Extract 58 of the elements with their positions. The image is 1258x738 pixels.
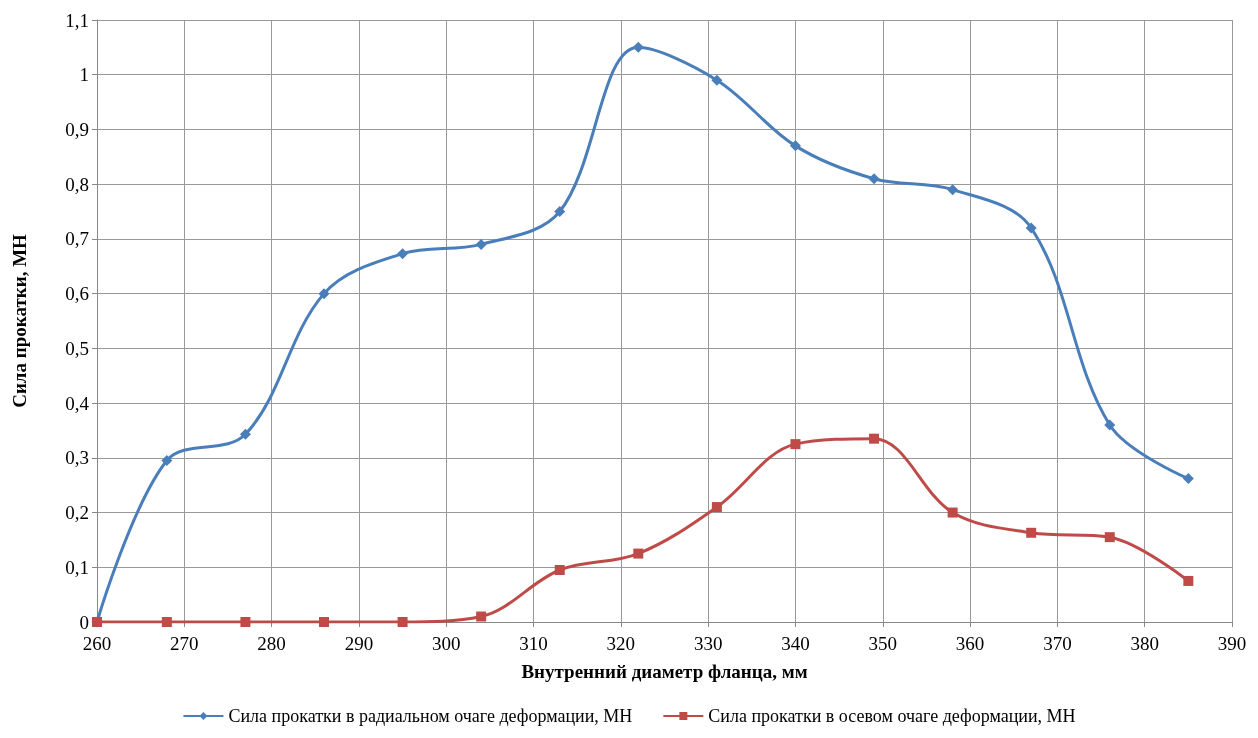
- y-tick-label: 0,6: [65, 283, 89, 305]
- point: [789, 140, 801, 152]
- x-tick-label: 300: [431, 633, 461, 654]
- y-tick-label: 0,9: [65, 118, 89, 140]
- x-tick-label: 260: [82, 633, 112, 654]
- legend-label: Сила прокатки в радиальном очаге деформации, МН: [228, 706, 633, 726]
- point: [1026, 527, 1037, 538]
- x-tick-label: 270: [170, 633, 199, 654]
- x-tick-label: 320: [606, 633, 636, 654]
- point: [869, 433, 880, 444]
- x-tick-label: 370: [1043, 633, 1072, 654]
- point: [161, 455, 173, 467]
- point: [554, 565, 565, 576]
- point: [1183, 575, 1194, 586]
- point: [947, 184, 959, 196]
- x-axis-title: Внутренний диаметр фланца, мм: [521, 661, 808, 682]
- x-tick-label: 390: [1217, 633, 1247, 654]
- x-tick-label: 310: [519, 633, 548, 654]
- y-tick-label: 0,4: [65, 392, 90, 414]
- point: [239, 428, 251, 440]
- point: [397, 248, 409, 260]
- point: [711, 74, 723, 86]
- point: [1104, 419, 1116, 431]
- point: [868, 173, 880, 185]
- y-axis-title: Сила прокатки, МН: [9, 233, 30, 408]
- x-tick-label: 340: [781, 633, 810, 654]
- point: [240, 617, 251, 627]
- point: [161, 617, 172, 627]
- x-tick-label: 360: [955, 633, 985, 654]
- point: [1025, 222, 1037, 234]
- point: [947, 507, 958, 518]
- y-tick-label: 0: [79, 611, 89, 633]
- point: [476, 611, 487, 622]
- x-tick-label: 280: [257, 633, 286, 654]
- y-tick-label: 1: [79, 64, 89, 86]
- point: [319, 617, 329, 627]
- legend-label: Сила прокатки в осевом очаге деформации, МН: [708, 706, 1076, 726]
- point: [632, 41, 644, 53]
- y-tick-label: 0,3: [65, 447, 89, 469]
- y-tick-label: 0,5: [65, 337, 89, 359]
- point: [711, 502, 722, 513]
- x-tick-label: 290: [344, 633, 374, 654]
- x-tick-label: 380: [1130, 633, 1159, 654]
- x-tick-label: 330: [693, 633, 723, 654]
- point: [554, 206, 566, 218]
- x-tick-label: 350: [868, 633, 898, 654]
- y-tick-label: 0,7: [65, 228, 89, 250]
- point: [790, 439, 801, 450]
- point: [1182, 473, 1194, 485]
- point: [397, 617, 408, 627]
- point: [318, 288, 330, 300]
- y-tick-label: 0,1: [65, 556, 89, 578]
- point: [1104, 532, 1115, 543]
- point: [633, 548, 644, 559]
- y-tick-label: 0,2: [65, 502, 89, 524]
- point: [475, 238, 487, 250]
- y-tick-label: 0,8: [65, 173, 89, 195]
- y-tick-label: 1,1: [65, 9, 89, 31]
